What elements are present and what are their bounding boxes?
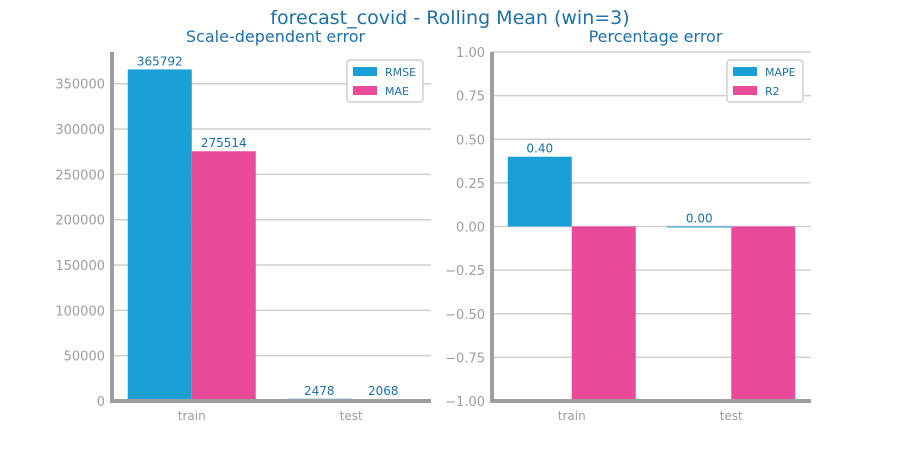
y-tick-label: 350000	[55, 78, 105, 93]
y-tick-label: 0.25	[456, 177, 485, 192]
x-tick-label: train	[178, 409, 206, 423]
y-tick-label: 100000	[55, 304, 105, 319]
legend-label: RMSE	[385, 66, 416, 79]
legend-label: MAE	[385, 85, 409, 98]
data-label: 275514	[201, 136, 247, 150]
bar-r2-train	[571, 226, 636, 401]
y-tick-label: 1.00	[456, 46, 485, 61]
legend-swatch-mae	[353, 86, 377, 95]
legend-swatch-r2	[733, 86, 757, 95]
bar-mape-test	[667, 226, 732, 228]
y-tick-label: 200000	[55, 214, 105, 229]
subplot-title: Percentage error	[589, 27, 723, 46]
data-label: 365792	[137, 54, 183, 68]
data-label: 0.00	[686, 212, 713, 226]
y-tick-label: −0.75	[445, 351, 485, 366]
y-tick-label: 250000	[55, 168, 105, 183]
x-tick-label: test	[340, 409, 363, 423]
y-tick-label: 0.75	[456, 90, 485, 105]
bar-r2-test	[731, 226, 796, 401]
y-tick-label: −0.50	[445, 308, 485, 323]
subplot-title: Scale-dependent error	[186, 27, 366, 46]
bar-rmse-train	[127, 69, 192, 401]
y-tick-label: 300000	[55, 123, 105, 138]
y-tick-label: −0.25	[445, 264, 485, 279]
x-tick-label: train	[558, 409, 586, 423]
y-tick-label: 150000	[55, 259, 105, 274]
y-tick-label: −1.00	[445, 395, 485, 410]
data-label: 2068	[368, 384, 399, 398]
legend-swatch-rmse	[353, 67, 377, 76]
legend-swatch-mape	[733, 67, 757, 76]
y-tick-label: 0.00	[456, 221, 485, 236]
legend-label: R2	[765, 85, 780, 98]
bar-mae-train	[191, 151, 256, 401]
data-label: 0.40	[526, 142, 553, 156]
figure-title: forecast_covid - Rolling Mean (win=3)	[270, 7, 629, 29]
bar-mape-train	[507, 156, 572, 227]
data-label: 2478	[304, 384, 335, 398]
y-tick-label: 0	[97, 395, 105, 410]
legend-label: MAPE	[765, 66, 796, 79]
x-tick-label: test	[720, 409, 743, 423]
y-tick-label: 0.50	[456, 133, 485, 148]
y-tick-label: 50000	[64, 350, 105, 365]
